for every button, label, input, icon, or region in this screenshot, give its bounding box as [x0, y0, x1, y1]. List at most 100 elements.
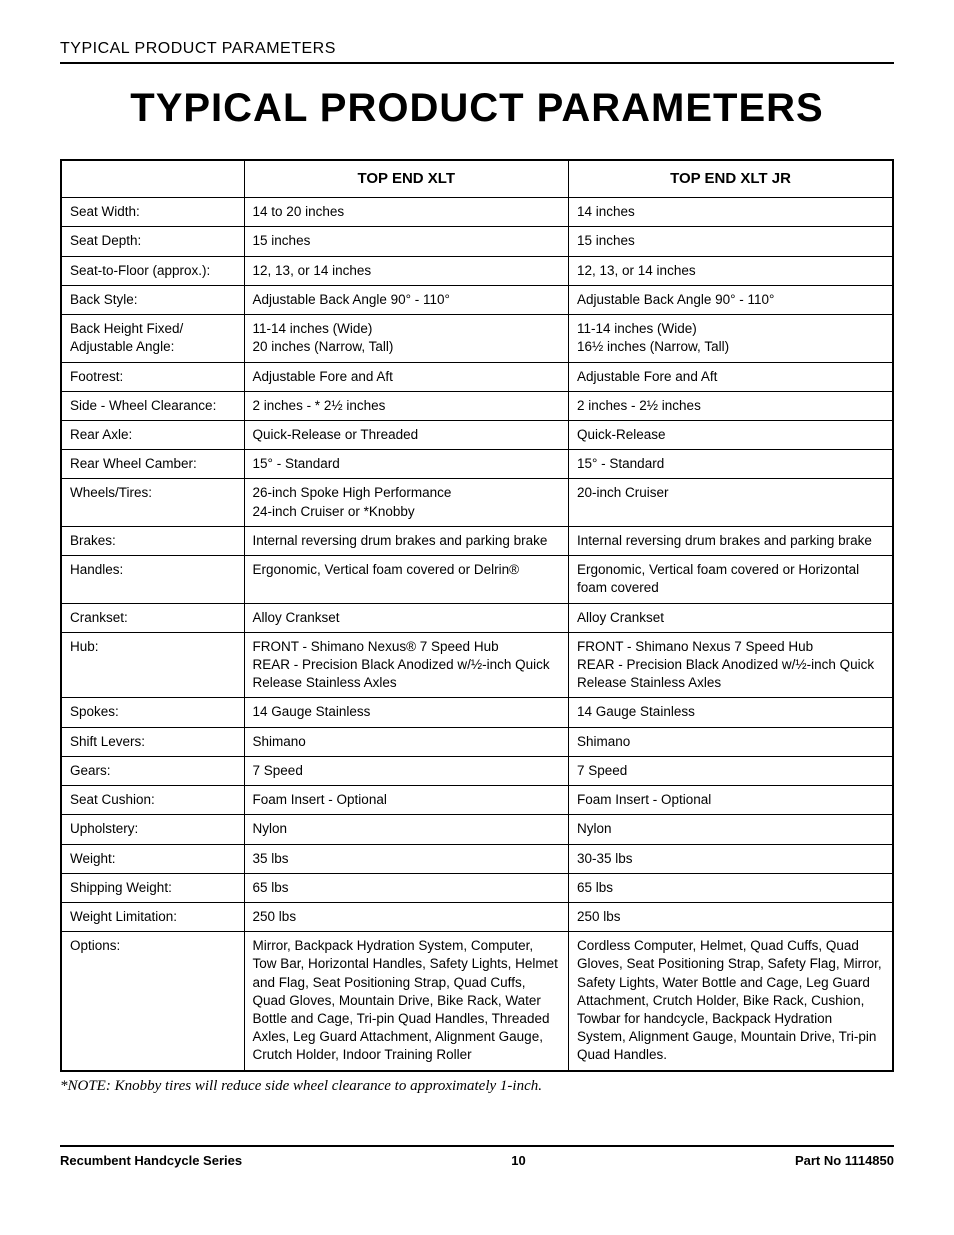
header-col-1: TOP END XLT — [244, 160, 568, 198]
row-value-xlt: FRONT - Shimano Nexus® 7 Speed Hub REAR … — [244, 632, 568, 698]
row-label: Back Style: — [61, 285, 244, 314]
table-row: Crankset:Alloy CranksetAlloy Crankset — [61, 603, 893, 632]
page-title: TYPICAL PRODUCT PARAMETERS — [60, 86, 894, 131]
row-value-xlt: 15 inches — [244, 227, 568, 256]
row-label: Seat Depth: — [61, 227, 244, 256]
table-row: Side - Wheel Clearance:2 inches - * 2½ i… — [61, 391, 893, 420]
row-label: Weight Limitation: — [61, 902, 244, 931]
table-row: Shift Levers:ShimanoShimano — [61, 727, 893, 756]
row-value-xlt-jr: Alloy Crankset — [569, 603, 894, 632]
table-row: Hub:FRONT - Shimano Nexus® 7 Speed Hub R… — [61, 632, 893, 698]
table-row: Footrest:Adjustable Fore and AftAdjustab… — [61, 362, 893, 391]
row-value-xlt-jr: Foam Insert - Optional — [569, 786, 894, 815]
row-value-xlt-jr: Internal reversing drum brakes and parki… — [569, 526, 894, 555]
footer-page-number: 10 — [242, 1153, 795, 1168]
row-value-xlt: Adjustable Back Angle 90° - 110° — [244, 285, 568, 314]
row-value-xlt: 2 inches - * 2½ inches — [244, 391, 568, 420]
row-value-xlt-jr: 14 inches — [569, 198, 894, 227]
row-value-xlt: Alloy Crankset — [244, 603, 568, 632]
row-label: Options: — [61, 932, 244, 1071]
footer-left: Recumbent Handcycle Series — [60, 1153, 242, 1168]
row-label: Side - Wheel Clearance: — [61, 391, 244, 420]
row-value-xlt: 11-14 inches (Wide) 20 inches (Narrow, T… — [244, 315, 568, 362]
table-row: Seat Cushion:Foam Insert - OptionalFoam … — [61, 786, 893, 815]
row-value-xlt: Mirror, Backpack Hydration System, Compu… — [244, 932, 568, 1071]
row-value-xlt-jr: 15° - Standard — [569, 450, 894, 479]
table-row: Seat Width:14 to 20 inches14 inches — [61, 198, 893, 227]
row-value-xlt-jr: Quick-Release — [569, 421, 894, 450]
row-value-xlt: Internal reversing drum brakes and parki… — [244, 526, 568, 555]
table-row: Back Height Fixed/ Adjustable Angle:11-1… — [61, 315, 893, 362]
row-value-xlt: 7 Speed — [244, 756, 568, 785]
row-value-xlt-jr: 15 inches — [569, 227, 894, 256]
row-value-xlt-jr: 12, 13, or 14 inches — [569, 256, 894, 285]
row-label: Crankset: — [61, 603, 244, 632]
row-value-xlt-jr: Ergonomic, Vertical foam covered or Hori… — [569, 556, 894, 603]
row-value-xlt: Shimano — [244, 727, 568, 756]
page-footer: Recumbent Handcycle Series 10 Part No 11… — [60, 1145, 894, 1168]
row-label: Back Height Fixed/ Adjustable Angle: — [61, 315, 244, 362]
running-head: TYPICAL PRODUCT PARAMETERS — [60, 40, 894, 64]
row-label: Spokes: — [61, 698, 244, 727]
footnote: *NOTE: Knobby tires will reduce side whe… — [60, 1078, 894, 1095]
row-value-xlt-jr: Nylon — [569, 815, 894, 844]
table-row: Handles:Ergonomic, Vertical foam covered… — [61, 556, 893, 603]
row-label: Shift Levers: — [61, 727, 244, 756]
row-value-xlt: Foam Insert - Optional — [244, 786, 568, 815]
row-value-xlt: Adjustable Fore and Aft — [244, 362, 568, 391]
row-value-xlt-jr: FRONT - Shimano Nexus 7 Speed Hub REAR -… — [569, 632, 894, 698]
row-label: Handles: — [61, 556, 244, 603]
row-value-xlt-jr: 2 inches - 2½ inches — [569, 391, 894, 420]
row-value-xlt: Nylon — [244, 815, 568, 844]
table-row: Shipping Weight:65 lbs65 lbs — [61, 873, 893, 902]
table-row: Weight:35 lbs30-35 lbs — [61, 844, 893, 873]
row-value-xlt-jr: 65 lbs — [569, 873, 894, 902]
row-label: Weight: — [61, 844, 244, 873]
footer-right: Part No 1114850 — [795, 1153, 894, 1168]
row-value-xlt-jr: 14 Gauge Stainless — [569, 698, 894, 727]
row-value-xlt-jr: 11-14 inches (Wide) 16½ inches (Narrow, … — [569, 315, 894, 362]
row-label: Footrest: — [61, 362, 244, 391]
table-row: Wheels/Tires:26-inch Spoke High Performa… — [61, 479, 893, 526]
table-row: Rear Wheel Camber:15° - Standard15° - St… — [61, 450, 893, 479]
row-label: Seat-to-Floor (approx.): — [61, 256, 244, 285]
row-value-xlt: Quick-Release or Threaded — [244, 421, 568, 450]
row-value-xlt: 15° - Standard — [244, 450, 568, 479]
row-value-xlt-jr: Adjustable Fore and Aft — [569, 362, 894, 391]
row-value-xlt: 65 lbs — [244, 873, 568, 902]
parameters-table: TOP END XLT TOP END XLT JR Seat Width:14… — [60, 159, 894, 1072]
table-row: Spokes:14 Gauge Stainless14 Gauge Stainl… — [61, 698, 893, 727]
table-row: Brakes:Internal reversing drum brakes an… — [61, 526, 893, 555]
row-label: Shipping Weight: — [61, 873, 244, 902]
table-row: Upholstery:NylonNylon — [61, 815, 893, 844]
row-value-xlt: 12, 13, or 14 inches — [244, 256, 568, 285]
row-label: Brakes: — [61, 526, 244, 555]
table-row: Seat Depth:15 inches15 inches — [61, 227, 893, 256]
row-label: Gears: — [61, 756, 244, 785]
row-label: Upholstery: — [61, 815, 244, 844]
row-label: Hub: — [61, 632, 244, 698]
header-blank — [61, 160, 244, 198]
row-label: Wheels/Tires: — [61, 479, 244, 526]
row-value-xlt-jr: 7 Speed — [569, 756, 894, 785]
row-value-xlt-jr: Cordless Computer, Helmet, Quad Cuffs, Q… — [569, 932, 894, 1071]
row-value-xlt-jr: 30-35 lbs — [569, 844, 894, 873]
row-value-xlt: 26-inch Spoke High Performance 24-inch C… — [244, 479, 568, 526]
table-row: Gears:7 Speed7 Speed — [61, 756, 893, 785]
header-col-2: TOP END XLT JR — [569, 160, 894, 198]
table-row: Back Style:Adjustable Back Angle 90° - 1… — [61, 285, 893, 314]
row-value-xlt-jr: Adjustable Back Angle 90° - 110° — [569, 285, 894, 314]
row-value-xlt: Ergonomic, Vertical foam covered or Delr… — [244, 556, 568, 603]
table-row: Options:Mirror, Backpack Hydration Syste… — [61, 932, 893, 1071]
table-row: Weight Limitation:250 lbs250 lbs — [61, 902, 893, 931]
table-row: Seat-to-Floor (approx.):12, 13, or 14 in… — [61, 256, 893, 285]
row-value-xlt: 14 to 20 inches — [244, 198, 568, 227]
row-label: Rear Wheel Camber: — [61, 450, 244, 479]
row-value-xlt: 14 Gauge Stainless — [244, 698, 568, 727]
row-value-xlt-jr: Shimano — [569, 727, 894, 756]
table-row: Rear Axle:Quick-Release or ThreadedQuick… — [61, 421, 893, 450]
row-value-xlt-jr: 20-inch Cruiser — [569, 479, 894, 526]
row-value-xlt: 35 lbs — [244, 844, 568, 873]
row-value-xlt-jr: 250 lbs — [569, 902, 894, 931]
row-label: Rear Axle: — [61, 421, 244, 450]
